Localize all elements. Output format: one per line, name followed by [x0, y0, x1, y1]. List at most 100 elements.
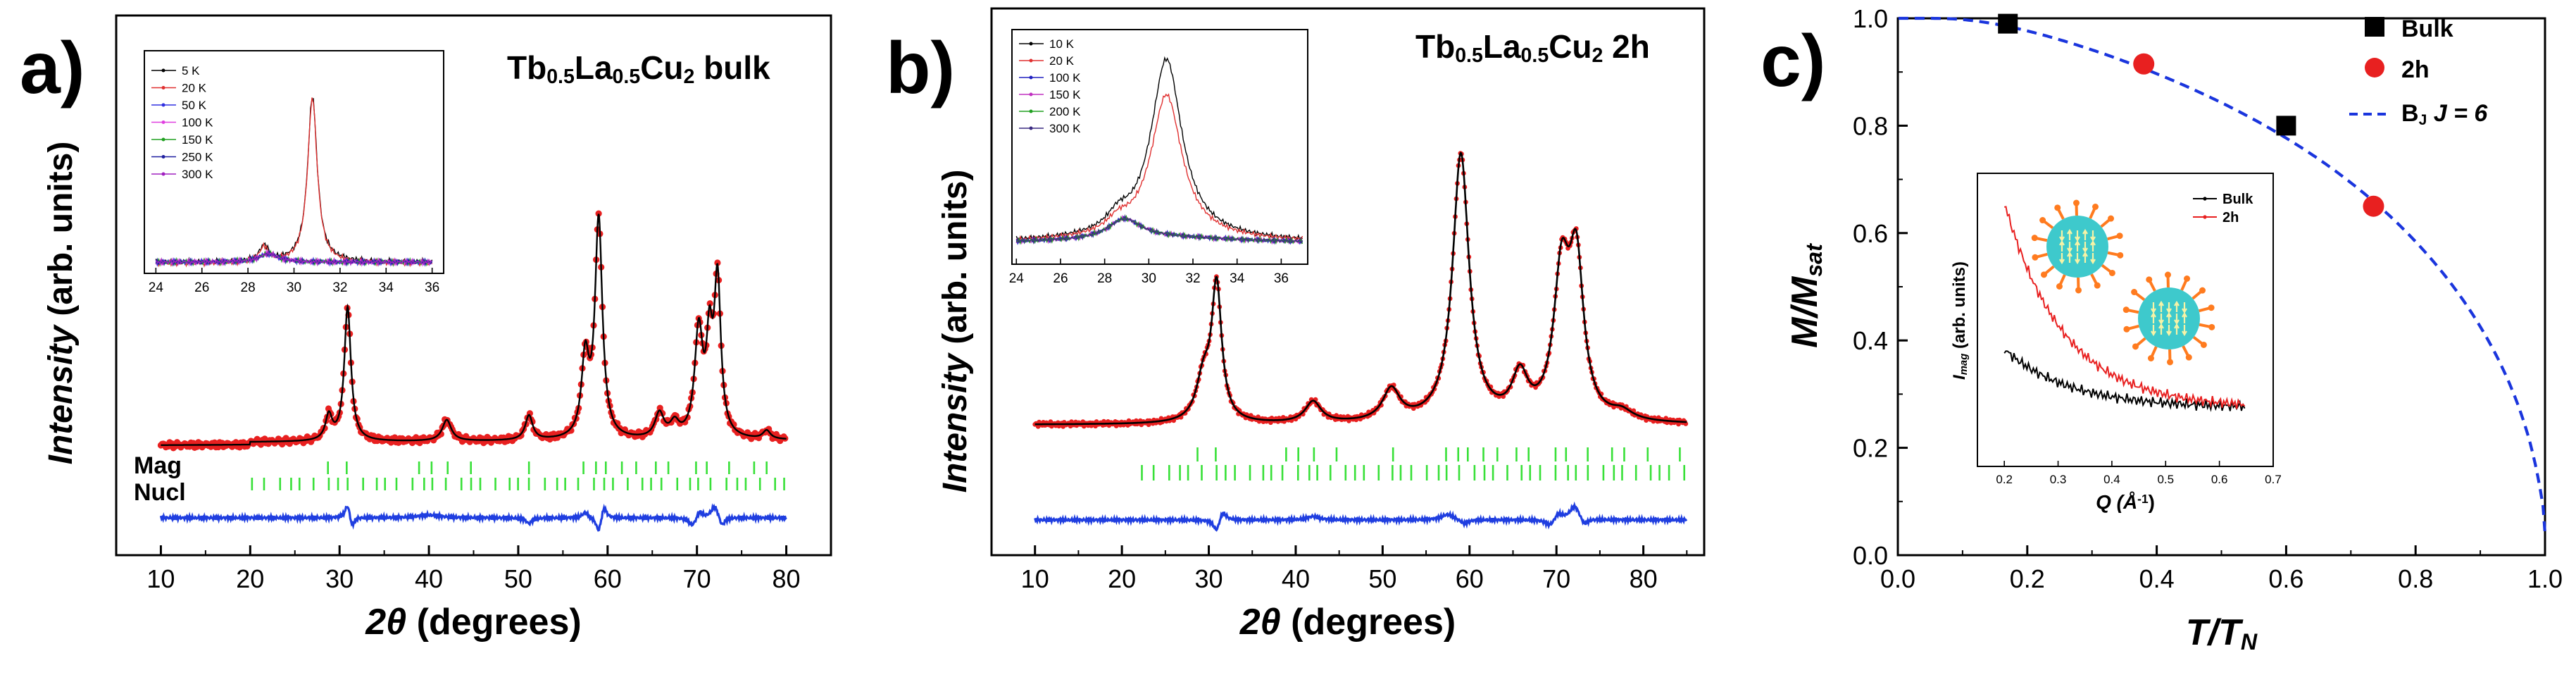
inset-tick-label: 34 [379, 280, 394, 295]
inset-legend-marker [161, 172, 165, 176]
x-axis-label: T/TN [2186, 612, 2258, 655]
x-tick-label: 70 [1542, 564, 1570, 593]
inset-legend-label: 300 K [182, 168, 213, 181]
y-tick-label: 0.4 [1853, 326, 1888, 355]
magnetic-ticks [327, 461, 768, 474]
surface-spin-tip [2208, 304, 2215, 311]
inset-legend-marker [1029, 92, 1033, 97]
chart-title: Tb0.5La0.5Cu2 bulk [507, 49, 770, 88]
x-tick-label: 0.2 [2010, 564, 2045, 593]
inset-series-line [155, 249, 432, 267]
spin-arrow-icon [2059, 253, 2065, 265]
inset-series-line [1015, 213, 1303, 245]
inset-tick-label: 0.7 [2265, 473, 2282, 486]
x-axis-label: 2θ (degrees) [1239, 602, 1456, 643]
spin-arrow-icon [2174, 323, 2180, 335]
x-tick-label: 50 [504, 564, 532, 593]
legend-2h-label: 2h [2401, 56, 2430, 83]
x-tick-label: 60 [1456, 564, 1484, 593]
text-part: -1 [2137, 492, 2149, 506]
spin-arrow-icon [2151, 325, 2156, 337]
text-part: 0.5 [546, 66, 575, 88]
inset-tick-label: 34 [1230, 271, 1245, 286]
x-tick-label: 80 [1630, 564, 1658, 593]
bulk-point [1998, 13, 2018, 34]
text-part: Cu [640, 49, 683, 86]
x-axis-label: 2θ (degrees) [365, 602, 581, 643]
text-part: Tb [1415, 28, 1455, 65]
observed-point [595, 210, 602, 217]
text-part: 2θ [365, 602, 406, 643]
observed-point [714, 259, 721, 266]
inset-tick-label: 0.6 [2211, 473, 2228, 486]
sample-2h-point [2133, 53, 2155, 75]
surface-spin-tip [2147, 354, 2154, 361]
spin-arrow-icon [2182, 311, 2187, 323]
inset-legend-label: 20 K [182, 82, 207, 95]
spin-arrow-icon [2075, 253, 2080, 265]
text-part: (arb. units) [42, 142, 80, 326]
text-part: ) [2149, 491, 2155, 513]
surface-spin-tip [2031, 235, 2038, 242]
inset-tick-label: 30 [1142, 271, 1156, 286]
text-part: a) [20, 27, 85, 109]
spin-arrow-icon [2082, 251, 2088, 263]
inset-tick-label: 28 [1097, 271, 1112, 286]
inset-legend-label: 5 K [182, 64, 200, 78]
text-part: Nucl [134, 479, 186, 506]
text-part: Intensity [937, 352, 974, 493]
legend-2h-marker [2365, 58, 2384, 78]
surface-spin-tip [2132, 343, 2139, 350]
inset-legend-label: 2h [2222, 210, 2239, 225]
inset-legend-marker [1029, 58, 1033, 63]
text-part: Bulk [2222, 192, 2253, 207]
inset-legend-label: 200 K [1049, 105, 1081, 118]
difference-line [159, 503, 787, 532]
inset-legend-marker [161, 103, 165, 107]
surface-spin-tip [2056, 283, 2063, 290]
legend-bulk-marker [2365, 17, 2384, 37]
text-part: Q (Å [2096, 491, 2137, 513]
inset-legend-marker [2203, 215, 2207, 219]
text-part: c) [1761, 20, 1825, 102]
inset-tick-label: 24 [149, 280, 164, 295]
x-tick-label: 10 [146, 564, 175, 593]
inset-series-line [2003, 350, 2246, 412]
x-tick-label: 50 [1368, 564, 1396, 593]
x-tick-label: 0.8 [2398, 564, 2433, 593]
panel-label-c: c) [1761, 20, 1825, 102]
inset-tick-label: 28 [241, 280, 256, 295]
surface-spin-tip [2184, 275, 2191, 283]
y-tick-label: 0.0 [1853, 541, 1888, 570]
panel-b: b) 10 20 30 40 50 60 70 80 2θ (degrees) Intensity … [886, 7, 1706, 643]
inset-legend-label: 100 K [1049, 71, 1081, 85]
inset-legend-label: Bulk [2222, 192, 2253, 207]
x-tick-label: 0.6 [2268, 564, 2303, 593]
inset-legend-marker [161, 68, 165, 73]
surface-spin-tip [2108, 215, 2115, 222]
text-part: (degrees) [1281, 602, 1456, 643]
surface-spin-tip [2185, 354, 2192, 361]
text-part: M/M [1784, 275, 1825, 348]
spin-arrow-icon [2090, 253, 2096, 265]
inset-legend-marker [2203, 197, 2207, 201]
text-part: 2h [1603, 28, 1649, 65]
x-tick-label: 0.4 [2139, 564, 2175, 593]
x-tick-label: 20 [1108, 564, 1136, 593]
x-tick-label: 20 [236, 564, 264, 593]
surface-spin-tip [2146, 276, 2153, 283]
inset-legend-label: 250 K [182, 151, 213, 164]
spin-arrow-icon [2082, 228, 2088, 240]
text-part: 2h [2222, 210, 2239, 225]
difference-line [1034, 501, 1688, 532]
bulk-point [2276, 116, 2296, 136]
calculated-line [1034, 151, 1687, 426]
spin-arrow-icon [2158, 323, 2164, 335]
chart-title: Tb0.5La0.5Cu2 2h [1415, 28, 1650, 67]
legend-bulk-label: Bulk [2401, 16, 2453, 42]
surface-spin-tip [2123, 326, 2130, 333]
text-part: Mag [134, 452, 182, 479]
text-part: La [575, 49, 613, 86]
x-tick-label: 40 [1282, 564, 1310, 593]
